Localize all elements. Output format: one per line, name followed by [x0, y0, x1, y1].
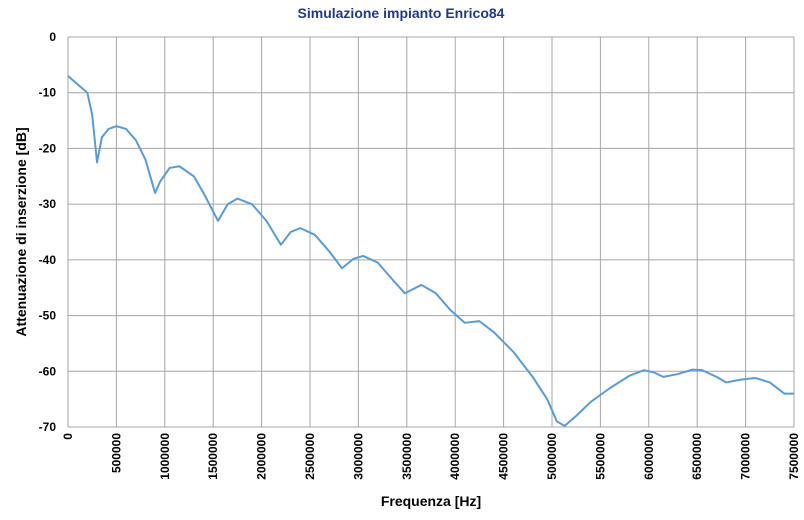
x-tick-label: 5500000	[593, 433, 607, 480]
y-tick-label: -40	[39, 253, 57, 267]
x-tick-label: 2500000	[303, 433, 317, 480]
x-tick-label: 6500000	[690, 433, 704, 480]
y-tick-label: -20	[39, 141, 57, 155]
y-axis-label: Attenuazione di inserzione [dB]	[13, 127, 29, 336]
y-tick-label: -70	[39, 420, 57, 434]
x-tick-label: 2000000	[255, 433, 269, 480]
y-tick-label: -50	[39, 309, 57, 323]
x-tick-label: 4000000	[448, 433, 462, 480]
x-tick-label: 7000000	[739, 433, 753, 480]
x-tick-label: 6000000	[642, 433, 656, 480]
x-tick-label: 1000000	[158, 433, 172, 480]
y-tick-label: 0	[49, 30, 56, 44]
x-tick-label: 3000000	[351, 433, 365, 480]
y-tick-label: -10	[39, 86, 57, 100]
x-tick-label: 4500000	[497, 433, 511, 480]
x-tick-label: 500000	[109, 433, 123, 473]
y-tick-label: -60	[39, 364, 57, 378]
line-series	[67, 75, 794, 427]
y-tick-label: -30	[39, 197, 57, 211]
x-tick-label: 5000000	[545, 433, 559, 480]
x-tick-label: 3500000	[400, 433, 414, 480]
chart-title: Simulazione impianto Enrico84	[298, 5, 505, 21]
x-tick-label: 7500000	[787, 433, 801, 480]
x-tick-label: 1500000	[206, 433, 220, 480]
x-tick-label: 0	[61, 433, 75, 440]
x-axis-label: Frequenza [Hz]	[381, 493, 481, 509]
